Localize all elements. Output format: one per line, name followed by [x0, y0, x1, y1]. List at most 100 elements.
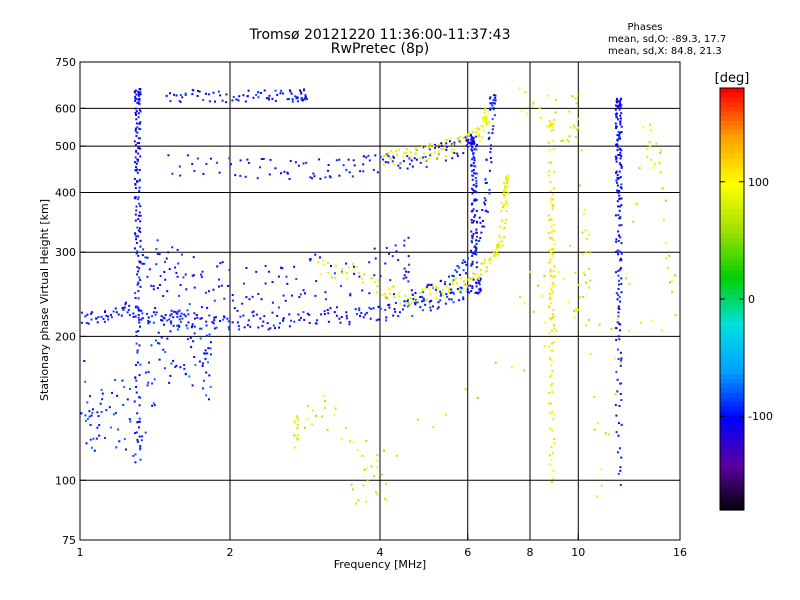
data-point — [507, 192, 510, 195]
data-point — [136, 438, 139, 441]
data-point — [573, 126, 576, 129]
data-point — [136, 361, 139, 364]
data-point — [186, 327, 189, 330]
data-point — [650, 319, 653, 322]
data-point — [620, 164, 622, 166]
data-point — [98, 424, 101, 427]
data-point — [581, 253, 584, 256]
data-point — [123, 386, 126, 388]
data-point — [390, 157, 393, 159]
data-point — [139, 110, 142, 113]
data-point — [557, 271, 560, 274]
data-point — [136, 283, 139, 286]
data-point — [619, 217, 622, 220]
data-point — [489, 97, 491, 100]
data-point — [440, 291, 443, 294]
data-point — [202, 387, 204, 390]
data-point — [660, 329, 663, 332]
data-point — [479, 273, 482, 276]
data-point — [259, 317, 262, 320]
data-point — [532, 310, 535, 313]
data-point — [389, 279, 392, 282]
data-point — [671, 279, 673, 282]
data-point — [550, 129, 553, 132]
data-point — [477, 275, 480, 278]
data-point — [345, 272, 348, 274]
data-point — [435, 156, 438, 159]
data-point — [152, 402, 155, 405]
data-point — [148, 320, 151, 323]
data-point — [431, 285, 434, 288]
data-point — [616, 149, 619, 152]
data-point — [473, 246, 476, 248]
data-point — [426, 284, 429, 287]
data-point — [353, 272, 356, 275]
data-point — [86, 313, 89, 316]
data-point — [231, 321, 234, 324]
data-point — [490, 161, 493, 164]
data-point — [255, 270, 258, 273]
data-point — [569, 126, 572, 129]
data-point — [478, 239, 481, 242]
colorbar-segment — [720, 317, 744, 324]
data-point — [441, 288, 444, 291]
data-point — [617, 205, 620, 208]
data-point — [135, 151, 138, 153]
data-point — [209, 385, 212, 388]
data-point — [579, 184, 582, 187]
data-point — [539, 116, 542, 119]
data-point — [288, 89, 291, 92]
data-point — [280, 266, 282, 269]
data-point — [406, 167, 409, 170]
data-point — [351, 488, 354, 491]
data-point — [136, 180, 139, 183]
data-point — [139, 214, 142, 217]
data-point — [618, 190, 621, 192]
data-point — [550, 446, 553, 448]
data-point — [474, 131, 477, 134]
data-point — [502, 206, 504, 209]
data-point — [471, 149, 474, 152]
data-point — [219, 320, 222, 322]
data-point — [472, 183, 475, 186]
x-tick-label: 2 — [227, 546, 234, 559]
data-point — [201, 364, 204, 367]
data-point — [280, 89, 283, 92]
data-point — [597, 422, 600, 425]
data-point — [614, 155, 617, 158]
colorbar-segment — [720, 369, 744, 375]
data-point — [324, 176, 327, 179]
data-point — [471, 285, 474, 288]
data-point — [477, 279, 480, 282]
data-point — [178, 325, 181, 328]
data-point — [653, 162, 656, 165]
data-point — [228, 269, 231, 272]
data-point — [471, 251, 474, 254]
data-point — [169, 330, 172, 333]
y-tick-label: 750 — [55, 56, 76, 69]
data-point — [617, 335, 620, 338]
data-point — [138, 396, 141, 399]
data-point — [158, 342, 161, 345]
data-point — [189, 336, 192, 339]
data-point — [139, 363, 142, 366]
data-point — [489, 96, 492, 99]
data-point — [489, 108, 492, 111]
data-point — [134, 376, 137, 379]
data-point — [177, 324, 180, 327]
data-point — [117, 428, 120, 431]
data-point — [470, 143, 473, 146]
data-point — [365, 311, 368, 314]
data-point — [263, 89, 266, 92]
data-point — [552, 452, 554, 455]
data-point — [304, 292, 306, 295]
data-point — [311, 423, 314, 426]
data-point — [138, 426, 140, 429]
data-point — [239, 174, 242, 177]
data-point — [242, 282, 245, 285]
data-point — [335, 159, 338, 162]
data-point — [617, 191, 620, 194]
data-point — [487, 131, 490, 134]
data-point — [620, 357, 623, 360]
data-point — [424, 303, 427, 306]
